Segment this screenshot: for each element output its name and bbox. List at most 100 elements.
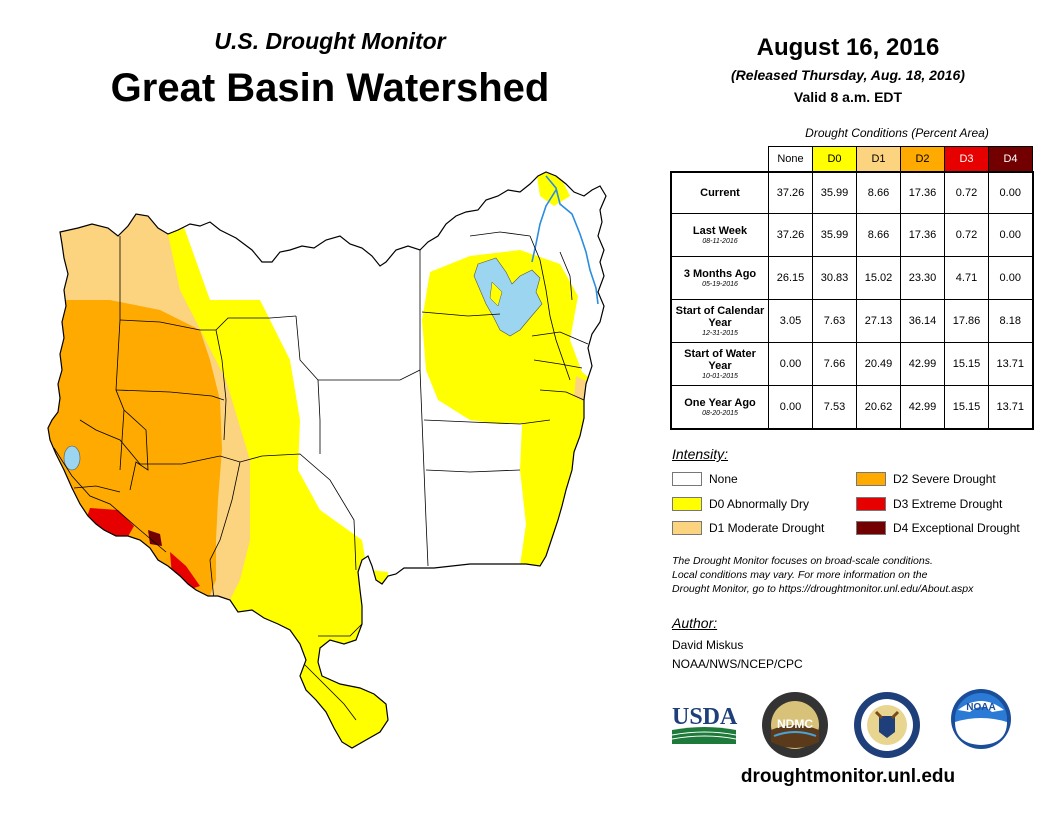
cell-d4: 0.00 — [988, 171, 1034, 214]
cell-d1: 15.02 — [856, 256, 901, 300]
row-date: 08-20-2015 — [702, 409, 738, 417]
map-subtitle: U.S. Drought Monitor — [214, 28, 446, 54]
drought-map — [47, 171, 607, 749]
ndmc-logo: NDMC — [762, 692, 828, 758]
row-date: 12-31-2015 — [702, 329, 738, 337]
cell-d3: 17.86 — [944, 299, 989, 343]
row-name: Current — [700, 187, 740, 199]
author-title: Author: — [672, 615, 718, 631]
table-row: Start of Calendar Year 12-31-2015 3.05 7.… — [670, 299, 1034, 343]
note-line: The Drought Monitor focuses on broad-sca… — [672, 555, 933, 567]
cell-d1: 27.13 — [856, 299, 901, 343]
cell-none: 3.05 — [768, 299, 813, 343]
d0-region-patch — [370, 570, 388, 598]
map-title: Great Basin Watershed — [110, 66, 550, 110]
cell-d3: 15.15 — [944, 385, 989, 430]
bear-river-east — [545, 175, 599, 305]
legend-swatch — [856, 497, 886, 511]
col-header-d0: D0 — [812, 146, 857, 173]
legend-item-d1: D1 Moderate Drought — [672, 521, 824, 535]
legend-swatch — [672, 497, 702, 511]
cell-d3: 15.15 — [944, 342, 989, 386]
row-name: One Year Ago — [684, 396, 756, 409]
legend-swatch — [856, 472, 886, 486]
legend-item-d4: D4 Exceptional Drought — [856, 521, 1020, 535]
table-row: Current 37.26 35.99 8.66 17.36 0.72 0.00 — [670, 171, 1034, 214]
cell-d2: 42.99 — [900, 385, 945, 430]
col-header-d2: D2 — [900, 146, 945, 173]
noaa-logo-text: NOAA — [966, 702, 995, 713]
table-row: Last Week 08-11-2016 37.26 35.99 8.66 17.… — [670, 213, 1034, 257]
row-label: Start of Calendar Year 12-31-2015 — [670, 299, 769, 343]
cell-none: 37.26 — [768, 171, 813, 214]
row-name: Last Week — [692, 224, 748, 237]
cell-d3: 0.72 — [944, 171, 989, 214]
cell-d4: 13.71 — [988, 342, 1034, 386]
col-header-none: None — [768, 146, 813, 173]
cell-d2: 17.36 — [900, 171, 945, 214]
cell-d0: 7.66 — [812, 342, 857, 386]
legend-label: D2 Severe Drought — [893, 472, 996, 486]
usda-logo-text: USDA — [672, 704, 738, 730]
d0-region-east — [422, 250, 592, 566]
row-name: 3 Months Ago — [683, 267, 757, 280]
website-link[interactable]: droughtmonitor.unl.edu — [740, 766, 956, 787]
map-date: August 16, 2016 — [756, 34, 940, 61]
author-name: David Miskus — [672, 638, 744, 652]
cell-d2: 36.14 — [900, 299, 945, 343]
legend-label: D3 Extreme Drought — [893, 497, 1003, 511]
cell-none: 26.15 — [768, 256, 813, 300]
table-caption: Drought Conditions (Percent Area) — [805, 126, 989, 140]
note-line: Drought Monitor, go to https://droughtmo… — [672, 583, 974, 595]
col-header-d1: D1 — [856, 146, 901, 173]
cell-d0: 35.99 — [812, 213, 857, 257]
col-header-d3: D3 — [944, 146, 989, 173]
cell-d4: 8.18 — [988, 299, 1034, 343]
legend-item-d2: D2 Severe Drought — [856, 472, 996, 486]
legend-label: D1 Moderate Drought — [709, 521, 825, 535]
ndmc-logo-text: NDMC — [777, 717, 813, 731]
note-line: Local conditions may vary. For more info… — [672, 569, 928, 581]
cell-d0: 30.83 — [812, 256, 857, 300]
table-row: One Year Ago 08-20-2015 0.00 7.53 20.62 4… — [670, 385, 1034, 430]
cell-d3: 0.72 — [944, 213, 989, 257]
legend-label: D0 Abnormally Dry — [709, 497, 810, 511]
lake-island — [489, 281, 503, 307]
d4-region — [148, 530, 162, 546]
legend-item-d0: D0 Abnormally Dry — [672, 497, 809, 511]
table-row: 3 Months Ago 05-19-2016 26.15 30.83 15.02… — [670, 256, 1034, 300]
table-corner — [671, 147, 769, 173]
cell-d0: 7.53 — [812, 385, 857, 430]
bear-river-west — [531, 189, 557, 263]
noaa-logo: NOAA — [951, 689, 1011, 749]
row-date: 05-19-2016 — [702, 280, 738, 288]
row-date: 08-11-2016 — [702, 237, 738, 245]
disclaimer-note: The Drought Monitor focuses on broad-sca… — [672, 554, 1042, 596]
row-label: Start of Water Year 10-01-2015 — [670, 342, 769, 386]
legend-swatch — [672, 521, 702, 535]
sub-basin-lines — [53, 231, 589, 721]
legend-title: Intensity: — [672, 446, 729, 462]
cell-d4: 0.00 — [988, 213, 1034, 257]
legend-label: None — [709, 472, 738, 486]
cell-d1: 20.62 — [856, 385, 901, 430]
valid-time: Valid 8 a.m. EDT — [793, 89, 903, 105]
cell-d4: 0.00 — [988, 256, 1034, 300]
row-label: Last Week 08-11-2016 — [670, 213, 769, 257]
cell-d1: 8.66 — [856, 213, 901, 257]
legend-label: D4 Exceptional Drought — [893, 521, 1020, 535]
legend-item-d3: D3 Extreme Drought — [856, 497, 1002, 511]
legend-item-none: None — [672, 472, 738, 486]
col-header-d4: D4 — [988, 146, 1033, 173]
cell-none: 0.00 — [768, 385, 813, 430]
great-salt-lake — [473, 257, 543, 337]
cell-d0: 7.63 — [812, 299, 857, 343]
cell-d1: 8.66 — [856, 171, 901, 214]
usda-logo: USDA — [671, 704, 738, 744]
cell-d2: 17.36 — [900, 213, 945, 257]
row-date: 10-01-2015 — [702, 372, 738, 380]
cell-d0: 35.99 — [812, 171, 857, 214]
row-label: 3 Months Ago 05-19-2016 — [670, 256, 769, 300]
cell-none: 0.00 — [768, 342, 813, 386]
table-row: Start of Water Year 10-01-2015 0.00 7.66 … — [670, 342, 1034, 386]
